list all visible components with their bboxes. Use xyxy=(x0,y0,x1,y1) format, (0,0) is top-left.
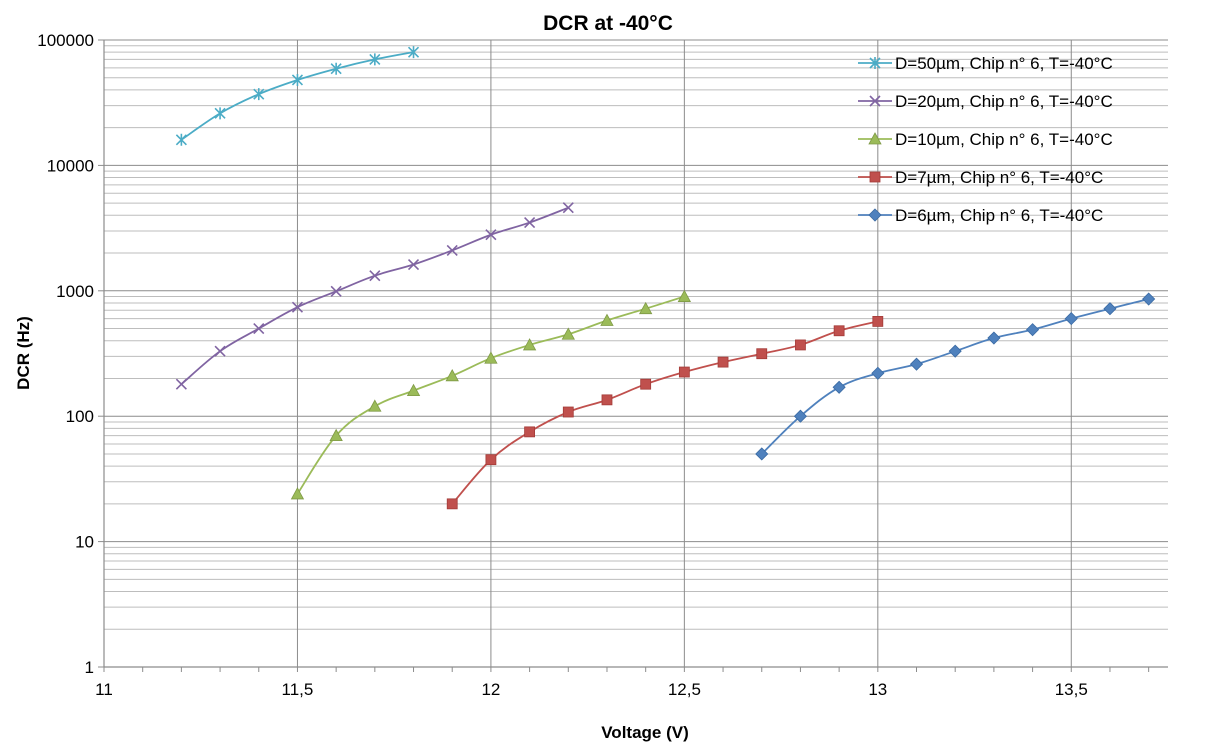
marker-x xyxy=(407,258,420,271)
marker-asterisk xyxy=(869,57,881,69)
y-tick-label: 10 xyxy=(75,533,94,552)
y-axis-title: DCR (Hz) xyxy=(14,316,33,390)
x-tick-label: 11,5 xyxy=(282,680,314,699)
marker-diamond xyxy=(1103,302,1117,316)
marker-square xyxy=(446,498,458,510)
marker-triangle xyxy=(329,428,343,442)
marker-x xyxy=(175,378,187,390)
legend-entry-0: D=50µm, Chip n° 6, T=-40°C xyxy=(858,54,1113,73)
chart-title: DCR at -40°C xyxy=(543,12,673,35)
marker-x xyxy=(214,345,226,357)
marker-triangle xyxy=(561,327,575,340)
series-3 xyxy=(446,316,884,510)
x-axis-title: Voltage (V) xyxy=(601,723,689,742)
marker-x xyxy=(369,270,381,282)
marker-diamond xyxy=(755,447,769,461)
marker-triangle xyxy=(600,313,614,326)
x-tick-label: 12,5 xyxy=(668,680,701,699)
marker-x xyxy=(253,322,265,335)
marker-square xyxy=(524,426,535,438)
legend-entry-3: D=7µm, Chip n° 6, T=-40°C xyxy=(858,168,1103,187)
legend-label: D=50µm, Chip n° 6, T=-40°C xyxy=(895,54,1113,73)
series-line xyxy=(180,206,569,385)
marker-triangle xyxy=(677,289,692,302)
legend-entry-4: D=6µm, Chip n° 6, T=-40°C xyxy=(858,206,1103,225)
marker-triangle xyxy=(522,338,537,351)
x-tick-label: 13,5 xyxy=(1055,680,1088,699)
marker-diamond xyxy=(1142,292,1156,306)
series-line xyxy=(761,298,1149,455)
marker-square xyxy=(869,171,881,183)
marker-square xyxy=(872,316,884,327)
marker-square xyxy=(640,378,652,390)
marker-square xyxy=(678,366,690,378)
marker-triangle xyxy=(484,351,498,364)
marker-triangle xyxy=(445,368,459,382)
marker-diamond xyxy=(868,208,882,222)
marker-triangle xyxy=(868,132,882,145)
legend-label: D=7µm, Chip n° 6, T=-40°C xyxy=(895,168,1103,187)
marker-square xyxy=(795,339,806,351)
legend-entry-2: D=10µm, Chip n° 6, T=-40°C xyxy=(858,130,1113,149)
marker-square xyxy=(717,356,729,368)
legend-label: D=20µm, Chip n° 6, T=-40°C xyxy=(895,92,1113,111)
x-tick-label: 12 xyxy=(481,680,500,699)
legend-entry-1: D=20µm, Chip n° 6, T=-40°C xyxy=(858,92,1113,111)
legend-label: D=6µm, Chip n° 6, T=-40°C xyxy=(895,206,1103,225)
marker-triangle xyxy=(638,301,653,315)
marker-diamond xyxy=(1064,312,1078,326)
marker-square xyxy=(756,348,768,360)
marker-asterisk xyxy=(253,88,265,101)
marker-triangle xyxy=(290,487,305,500)
y-tick-label: 1 xyxy=(85,658,94,677)
marker-asterisk xyxy=(175,133,187,146)
marker-triangle xyxy=(406,383,421,397)
marker-diamond xyxy=(909,357,924,371)
legend: D=50µm, Chip n° 6, T=-40°C D=20µm, Chip n… xyxy=(858,54,1113,225)
series-4 xyxy=(755,292,1156,461)
x-tick-label: 13 xyxy=(868,680,887,699)
marker-x xyxy=(446,244,458,256)
axes xyxy=(98,39,1168,672)
marker-asterisk xyxy=(407,46,420,59)
marker-square xyxy=(833,325,845,337)
marker-square xyxy=(562,406,574,418)
marker-asterisk xyxy=(369,53,381,66)
marker-x xyxy=(869,95,881,107)
marker-asterisk xyxy=(291,73,304,86)
marker-asterisk xyxy=(330,62,342,75)
x-tick-label: 11 xyxy=(95,680,113,699)
y-tick-label: 100000 xyxy=(37,31,94,50)
minor-gridlines xyxy=(104,45,1168,630)
marker-diamond xyxy=(1026,323,1040,337)
series-1 xyxy=(175,202,574,390)
marker-diamond xyxy=(987,331,1001,345)
marker-square xyxy=(601,394,613,406)
series-layer xyxy=(175,46,1156,510)
series-0 xyxy=(175,46,420,146)
marker-diamond xyxy=(793,409,808,423)
y-tick-label: 100 xyxy=(66,407,94,426)
marker-x xyxy=(485,229,497,241)
marker-x xyxy=(524,217,536,229)
tick-labels: 11 11,5 12 12,5 13 13,5 1 10 100 1000 10000 100000 xyxy=(37,31,1088,699)
marker-x xyxy=(562,202,574,214)
marker-asterisk xyxy=(214,107,226,120)
y-tick-label: 1000 xyxy=(56,282,94,301)
series-2 xyxy=(290,289,692,500)
marker-x xyxy=(330,285,342,297)
marker-diamond xyxy=(948,344,962,358)
marker-x xyxy=(291,301,304,313)
y-tick-label: 10000 xyxy=(47,156,94,175)
marker-diamond xyxy=(871,366,885,380)
marker-square xyxy=(485,454,497,466)
marker-triangle xyxy=(368,399,382,412)
legend-label: D=10µm, Chip n° 6, T=-40°C xyxy=(895,130,1113,149)
marker-diamond xyxy=(832,380,846,394)
